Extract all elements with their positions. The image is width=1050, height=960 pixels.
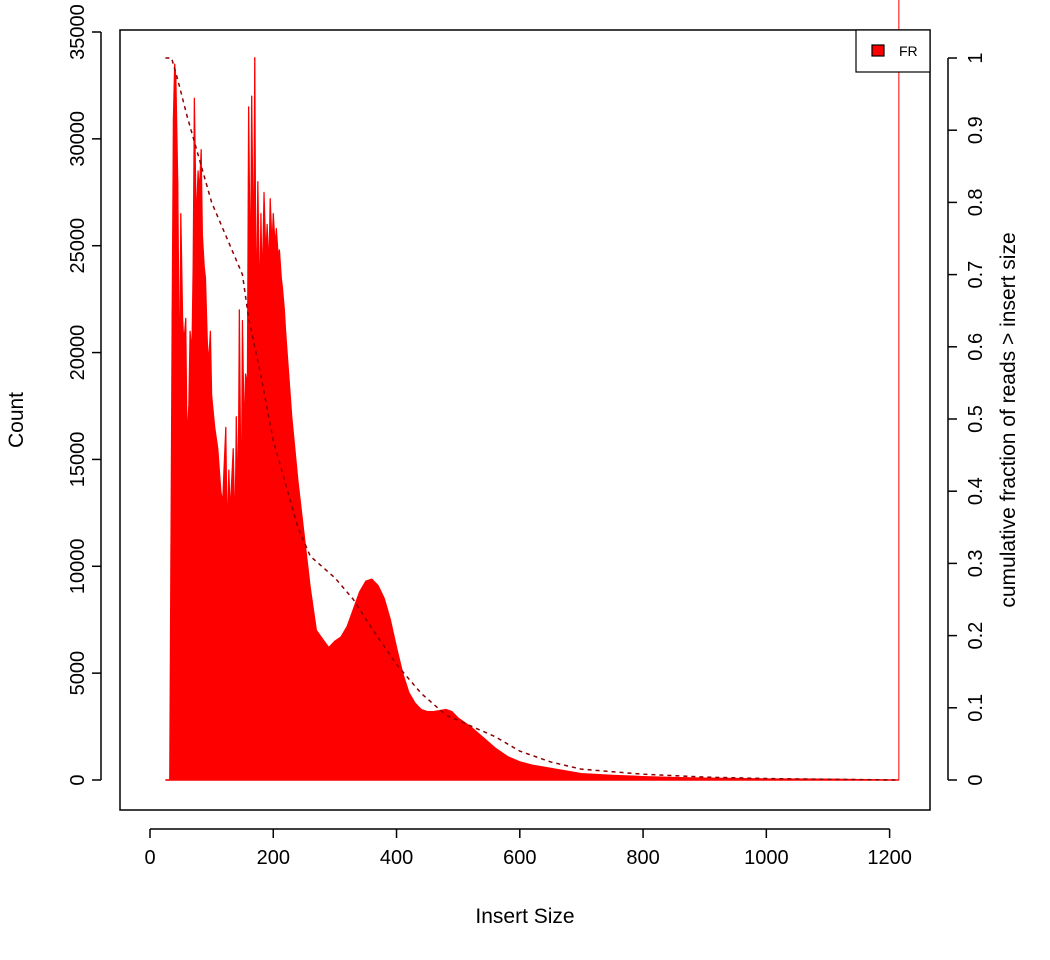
y2-tick-label: 0.5 (965, 405, 987, 433)
y2-tick-label: 1 (965, 52, 987, 63)
y-tick-label: 20000 (67, 325, 89, 381)
y2-tick-label: 0.2 (965, 622, 987, 650)
y-axis-right: 0 0.1 0.2 0.3 0.4 0.5 0.6 0.7 0.8 0.9 1 (947, 52, 987, 786)
legend-box (855, 29, 931, 73)
y2-tick-label: 0 (965, 774, 987, 785)
x-axis-title: Insert Size (475, 905, 574, 928)
y-tick-label: 5000 (67, 651, 89, 696)
y-tick-label: 25000 (67, 218, 89, 274)
y2-tick-label: 0.4 (965, 477, 987, 505)
legend-swatch-fr (871, 44, 885, 57)
y2-tick-label: 0.7 (965, 261, 987, 289)
y2-tick-label: 0.9 (965, 116, 987, 144)
y-tick-label: 0 (67, 774, 89, 785)
x-tick-label: 1000 (744, 847, 789, 869)
y-tick-label: 35000 (67, 4, 89, 60)
x-axis: 0 200 400 600 800 1000 1200 (144, 828, 912, 869)
histogram-area-fr (164, 57, 890, 781)
y2-tick-label: 0.3 (965, 549, 987, 577)
y2-tick-label: 0.6 (965, 333, 987, 361)
y2-tick-label: 0.1 (965, 694, 987, 722)
y-tick-label: 10000 (67, 538, 89, 594)
x-tick-label: 200 (257, 847, 290, 869)
x-tick-label: 1200 (867, 847, 912, 869)
y-axis-left: 0 5000 10000 15000 20000 25000 30000 35000 (67, 4, 102, 786)
y2-axis-title: cumulative fraction of reads > insert si… (997, 232, 1020, 607)
x-tick-label: 0 (144, 847, 155, 869)
cumulative-line-layer (165, 57, 899, 781)
x-tick-label: 800 (626, 847, 659, 869)
y-axis-title: Count (5, 392, 28, 448)
plot-frame (119, 29, 931, 811)
legend: FR (855, 29, 931, 73)
legend-label-fr: FR (899, 43, 918, 59)
histogram-layer (164, 0, 900, 781)
cumulative-fraction-line (165, 57, 899, 781)
x-tick-label: 600 (503, 847, 536, 869)
y2-tick-label: 0.8 (965, 188, 987, 216)
x-tick-label: 400 (380, 847, 413, 869)
y-tick-label: 30000 (67, 111, 89, 167)
y-tick-label: 15000 (67, 432, 89, 488)
